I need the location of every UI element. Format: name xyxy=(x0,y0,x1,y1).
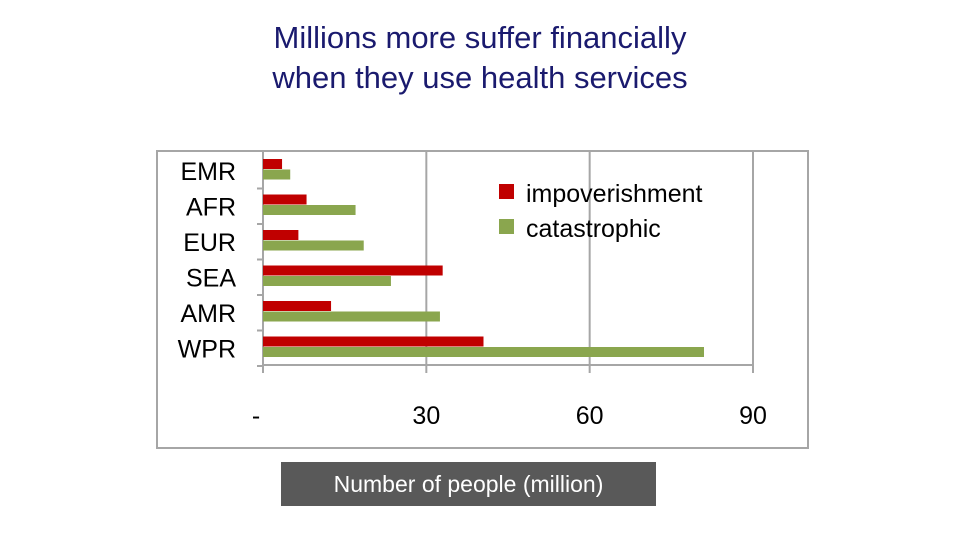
bar-catastrophic-wpr xyxy=(263,347,704,357)
chart-title: Millions more suffer financially when th… xyxy=(0,18,960,98)
x-tick-label-3: 90 xyxy=(739,402,767,430)
bar-catastrophic-eur xyxy=(263,240,364,251)
category-label-eur: EUR xyxy=(183,229,236,257)
bar-impoverishment-sea xyxy=(263,265,443,276)
bar-catastrophic-emr xyxy=(263,169,291,180)
title-line-1: Millions more suffer financially xyxy=(273,20,687,55)
bars xyxy=(263,159,704,357)
category-label-afr: AFR xyxy=(186,193,236,221)
x-tick-label-2: 60 xyxy=(576,402,604,430)
bar-catastrophic-sea xyxy=(263,276,391,286)
category-label-wpr: WPR xyxy=(178,335,236,363)
bar-catastrophic-amr xyxy=(263,311,440,322)
bar-impoverishment-eur xyxy=(263,230,299,240)
legend-swatch-catastrophic xyxy=(499,219,514,234)
grid-lines xyxy=(257,151,754,373)
category-label-sea: SEA xyxy=(186,264,236,292)
category-labels: EMR AFR EUR SEA AMR WPR xyxy=(178,158,237,364)
legend: impoverishment catastrophic xyxy=(499,180,703,243)
legend-label-catastrophic: catastrophic xyxy=(526,215,661,243)
category-label-emr: EMR xyxy=(180,158,236,186)
bar-impoverishment-emr xyxy=(263,159,283,169)
x-axis-label: Number of people (million) xyxy=(281,462,656,506)
x-tick-label-0: - xyxy=(252,402,260,430)
x-tick-label-1: 30 xyxy=(412,402,440,430)
bar-impoverishment-amr xyxy=(263,301,332,311)
bar-catastrophic-afr xyxy=(263,205,356,215)
legend-swatch-impoverishment xyxy=(499,184,514,199)
bar-impoverishment-wpr xyxy=(263,336,484,347)
category-label-amr: AMR xyxy=(180,300,236,328)
tick-labels: - 30 60 90 xyxy=(252,402,767,430)
title-line-2: when they use health services xyxy=(272,60,688,95)
bar-impoverishment-afr xyxy=(263,194,307,205)
legend-label-impoverishment: impoverishment xyxy=(526,180,703,208)
